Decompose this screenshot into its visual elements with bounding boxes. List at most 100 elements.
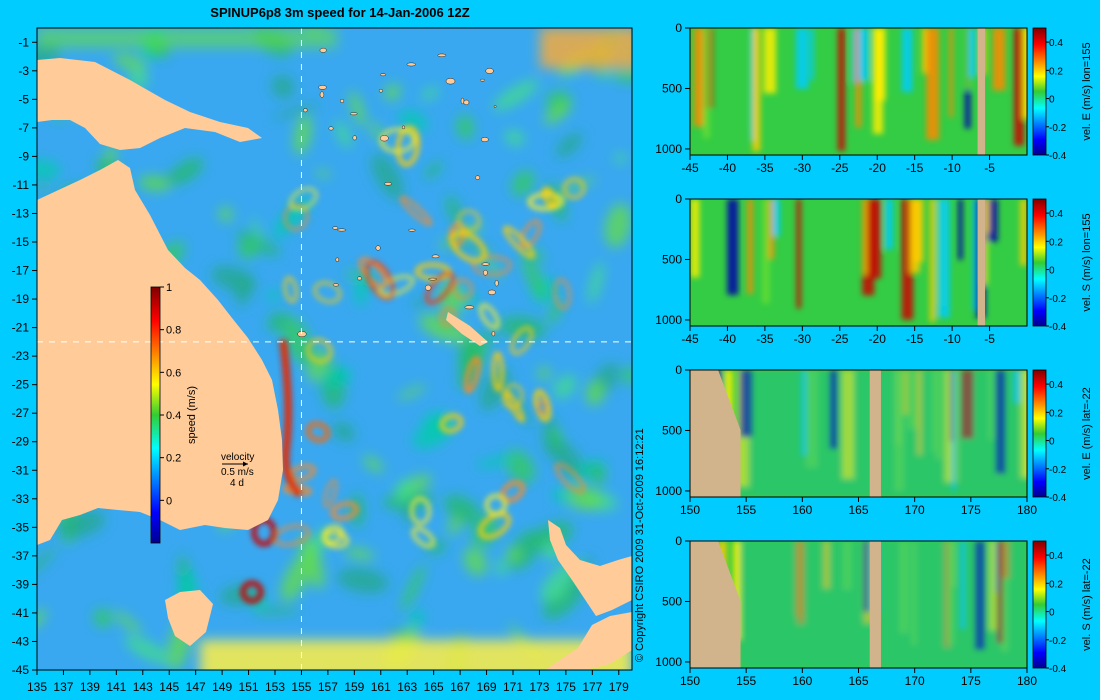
- map-y-tick-label: -39: [12, 577, 30, 591]
- map-y-tick-label: -13: [12, 206, 30, 220]
- section-colorbar: [1032, 198, 1047, 327]
- section-y-tick-label: 500: [662, 252, 682, 266]
- tasmania-land: [165, 590, 213, 646]
- section-x-tick-label: -10: [943, 161, 961, 175]
- section-x-tick-label: -40: [719, 332, 737, 346]
- section-colorbar-tick: 0: [1049, 437, 1055, 448]
- new-guinea-land: [37, 58, 262, 150]
- section-colorbar-tick: 0.4: [1049, 380, 1063, 391]
- section-y-tick-label: 1000: [655, 655, 682, 669]
- section-x-tick-label: 155: [736, 674, 756, 688]
- new-caledonia-land: [446, 312, 488, 346]
- section-x-tick-label: 180: [1017, 674, 1037, 688]
- map-y-tick-label: -19: [12, 292, 30, 306]
- section-x-tick-label: -10: [943, 332, 961, 346]
- section-x-tick-label: -35: [756, 161, 774, 175]
- map-x-tick-label: 173: [529, 680, 549, 694]
- section-x-tick-label: 180: [1017, 503, 1037, 517]
- section-y-tick-label: 500: [662, 423, 682, 437]
- map-x-tick-label: 141: [106, 680, 126, 694]
- section-x-tick-label: 170: [905, 503, 925, 517]
- section-colorbar-tick: -0.4: [1049, 493, 1067, 504]
- section-label: vel. S (m/s) lon=155: [1081, 213, 1093, 311]
- section-panel-4: 150 155 160 165 170 175 180 0 500 1000 0.4 0.2 0 -0.2…: [655, 534, 1093, 688]
- speed-map: 135 137 139 141 143 145 147 149 151 153 155 157 159 1…: [12, 27, 633, 694]
- section-x-tick-label: 155: [736, 503, 756, 517]
- map-x-tick-label: 155: [291, 680, 311, 694]
- map-y-tick-label: -37: [12, 549, 30, 563]
- section-label: vel. S (m/s) lat=-22: [1081, 558, 1093, 651]
- section-y-tick-label: 1000: [655, 142, 682, 156]
- velocity-legend: velocity 0.5 m/s 4 d: [221, 452, 254, 489]
- section-label: vel. E (m/s) lat=-22: [1081, 387, 1093, 480]
- section-colorbar-tick: 0.2: [1049, 579, 1063, 590]
- section-x-tick-label: -20: [869, 332, 887, 346]
- section-x-tick-label: -35: [756, 332, 774, 346]
- map-x-tick-label: 145: [159, 680, 179, 694]
- map-x-tick-label: 177: [582, 680, 602, 694]
- map-y-tick-label: -5: [18, 92, 29, 106]
- map-y-tick-label: -21: [12, 321, 30, 335]
- section-x-tick-label: -40: [719, 161, 737, 175]
- speed-colorbar-tick: 0.6: [166, 367, 181, 379]
- velocity-legend-title: velocity: [221, 452, 254, 463]
- section-colorbar-tick: 0.2: [1049, 408, 1063, 419]
- section-colorbar-tick: 0: [1049, 608, 1055, 619]
- section-panel-3: 150 155 160 165 170 175 180 0 500 1000 0.4 0.2 0 -0.2…: [655, 363, 1093, 517]
- speed-colorbar-tick: 0.2: [166, 453, 181, 465]
- section-colorbar: [1032, 27, 1047, 156]
- section-field: [690, 199, 1027, 326]
- map-y-tick-label: -25: [12, 378, 30, 392]
- map-y-tick-label: -33: [12, 492, 30, 506]
- map-x-tick-label: 163: [397, 680, 417, 694]
- section-y-tick-label: 0: [675, 363, 682, 377]
- section-y-tick-label: 1000: [655, 484, 682, 498]
- map-y-tick-label: -7: [18, 121, 29, 135]
- map-x-tick-label: 179: [609, 680, 629, 694]
- section-x-tick-label: -20: [869, 161, 887, 175]
- new-zealand-north-land: [548, 520, 632, 616]
- speed-colorbar: [150, 286, 161, 544]
- map-x-tick-label: 175: [556, 680, 576, 694]
- map-y-tick-label: -45: [12, 663, 30, 677]
- section-colorbar-tick: 0.4: [1049, 209, 1063, 220]
- section-x-tick-label: -25: [831, 161, 849, 175]
- section-x-tick-label: -5: [984, 161, 995, 175]
- section-x-tick-label: -45: [681, 161, 699, 175]
- map-y-tick-label: -35: [12, 520, 30, 534]
- speed-colorbar-tick: 0.4: [166, 410, 181, 422]
- map-y-tick-label: -43: [12, 634, 30, 648]
- section-x-tick-label: -15: [906, 161, 924, 175]
- map-x-tick-label: 165: [424, 680, 444, 694]
- map-y-tick-label: -27: [12, 406, 30, 420]
- section-colorbar: [1032, 540, 1047, 669]
- speed-colorbar-tick: 0.8: [166, 325, 181, 337]
- map-x-tick-label: 167: [450, 680, 470, 694]
- section-x-tick-label: 160: [792, 674, 812, 688]
- section-colorbar-tick: 0: [1049, 266, 1055, 277]
- map-y-tick-label: -17: [12, 264, 30, 278]
- section-x-tick-label: 165: [848, 674, 868, 688]
- section-x-tick-label: 150: [680, 503, 700, 517]
- section-colorbar-tick: -0.2: [1049, 294, 1067, 305]
- section-colorbar-tick: 0.4: [1049, 38, 1063, 49]
- map-x-tick-label: 171: [503, 680, 523, 694]
- map-x-tick-label: 149: [212, 680, 232, 694]
- map-y-tick-label: -23: [12, 349, 30, 363]
- map-x-tick-label: 159: [344, 680, 364, 694]
- map-y-tick-label: -9: [18, 149, 29, 163]
- map-x-tick-label: 161: [371, 680, 391, 694]
- map-x-tick-label: 135: [27, 680, 47, 694]
- map-y-tick-label: -3: [18, 64, 29, 78]
- section-panel-2: -45 -40 -35 -30 -25 -20 -15 -10 -5 0 500 1000 0.4 0.2…: [655, 192, 1093, 346]
- section-x-tick-label: -30: [794, 332, 812, 346]
- section-colorbar-tick: -0.4: [1049, 664, 1067, 675]
- velocity-legend-speed: 0.5 m/s: [221, 467, 254, 478]
- section-y-tick-label: 0: [675, 534, 682, 548]
- section-x-tick-label: 175: [961, 503, 981, 517]
- map-x-tick-label: 147: [186, 680, 206, 694]
- section-x-tick-label: -25: [831, 332, 849, 346]
- copyright-text: © Copyright CSIRO 2009 31-Oct-2009 16:12…: [634, 428, 646, 662]
- section-y-tick-label: 1000: [655, 313, 682, 327]
